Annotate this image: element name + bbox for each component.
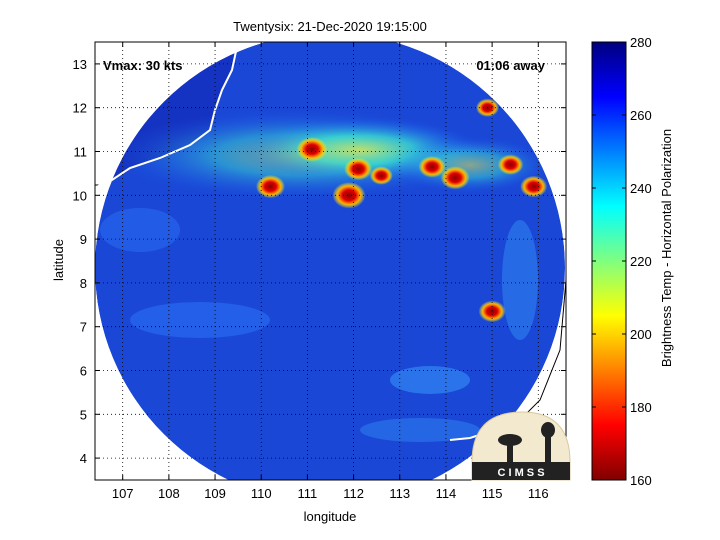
logo-text: C I M S S <box>497 467 544 479</box>
colorbar-tick-label: 160 <box>630 473 652 488</box>
cold-cell <box>296 137 328 162</box>
map-area <box>95 42 566 480</box>
y-axis-label: latitude <box>51 239 66 281</box>
vmax-annotation: Vmax: 30 kts <box>103 58 183 73</box>
x-axis-label: longitude <box>304 509 357 524</box>
colorbar-tick-label: 240 <box>630 181 652 196</box>
x-tick-label: 114 <box>436 486 457 501</box>
y-tick-label: 10 <box>73 188 87 203</box>
colorbar-tick-label: 220 <box>630 254 652 269</box>
colorbar-tick-label: 180 <box>630 400 652 415</box>
y-tick-label: 5 <box>80 407 87 422</box>
colorbar-label: Brightness Temp - Horizontal Polarizatio… <box>659 129 674 367</box>
cold-cell <box>369 166 393 185</box>
colorbar-tick-label: 280 <box>630 35 652 50</box>
y-tick-label: 7 <box>80 320 87 335</box>
x-tick-label: 116 <box>528 486 549 501</box>
y-tick-label: 8 <box>80 276 87 291</box>
y-tick-label: 6 <box>80 364 87 379</box>
colorbar-tick-label: 200 <box>630 327 652 342</box>
colorbar-ticks: 160 180 200 220 240 260 280 <box>592 35 652 488</box>
x-tick-label: 110 <box>251 486 272 501</box>
cold-cell <box>497 154 524 175</box>
axis-ticks: 107 108 109 110 111 112 113 114 115 116 4 5 6 7 8 9 10 11… <box>73 42 566 501</box>
coastline <box>95 42 239 189</box>
cold-cell <box>418 156 446 178</box>
distance-annotation: 01:06 away <box>476 58 545 73</box>
cold-cell <box>478 300 506 323</box>
cimss-logo: C I M S S <box>471 411 571 481</box>
y-tick-label: 12 <box>73 101 87 116</box>
y-tick-label: 9 <box>80 232 87 247</box>
y-tick-label: 4 <box>80 451 87 466</box>
cold-cell <box>332 182 366 209</box>
y-tick-label: 13 <box>73 57 87 72</box>
x-tick-label: 112 <box>343 486 364 501</box>
cold-cell <box>255 174 285 199</box>
x-tick-label: 115 <box>482 486 503 501</box>
x-tick-label: 113 <box>389 486 410 501</box>
x-tick-label: 111 <box>298 486 318 501</box>
colorbar: 160 180 200 220 240 260 280 Brightness Temp - … <box>591 35 674 488</box>
cold-cell <box>440 166 470 190</box>
colorbar-tick-label: 260 <box>630 108 652 123</box>
cold-cell <box>344 157 373 181</box>
axes-frame <box>94 41 567 481</box>
cold-cell <box>520 175 548 198</box>
x-tick-label: 107 <box>112 486 134 501</box>
brightness-swath <box>95 42 565 480</box>
x-tick-label: 109 <box>204 486 226 501</box>
chart-title: Twentysix: 21-Dec-2020 19:15:00 <box>233 19 427 34</box>
y-tick-label: 11 <box>74 145 88 160</box>
x-tick-label: 108 <box>158 486 180 501</box>
